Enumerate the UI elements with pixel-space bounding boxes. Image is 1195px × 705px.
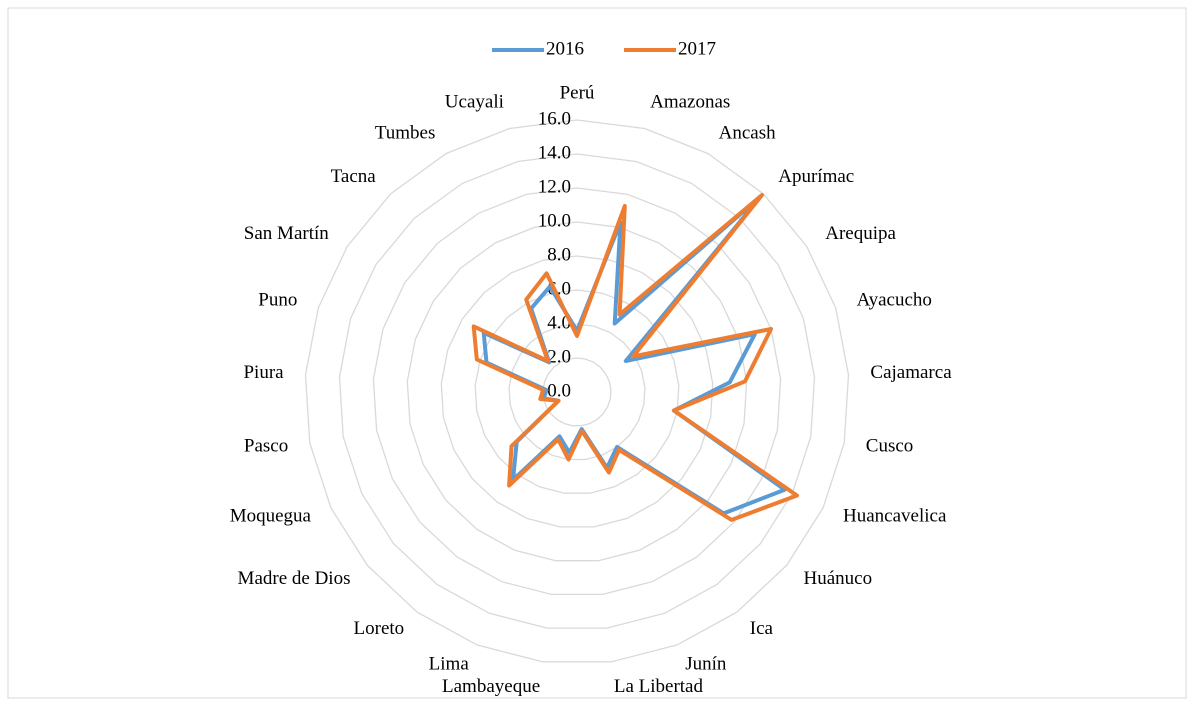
series-line (471, 193, 799, 522)
y-tick-label: 10.0 (538, 210, 571, 231)
category-label: Ucayali (445, 92, 504, 113)
grid-ring (338, 153, 816, 629)
category-label: Loreto (354, 618, 405, 639)
legend-label: 2017 (678, 38, 716, 59)
category-label: Pasco (244, 435, 288, 456)
y-tick-label: 2.0 (547, 346, 571, 367)
category-label: Puno (258, 290, 297, 311)
grid-ring (372, 187, 782, 596)
category-label: San Martín (244, 223, 329, 244)
category-label: Junín (685, 654, 727, 675)
grid-ring (304, 119, 850, 663)
y-tick-label: 16.0 (538, 108, 571, 129)
category-label: Huánuco (804, 568, 873, 589)
category-label: Moquegua (230, 506, 312, 527)
grid-ring (542, 357, 612, 427)
category-label: Tacna (331, 166, 377, 187)
category-label: Lambayeque (442, 676, 540, 697)
legend-label: 2016 (546, 38, 584, 59)
category-label: Madre de Dios (238, 568, 351, 589)
category-label: Lima (429, 654, 470, 675)
category-label: Cajamarca (870, 362, 952, 383)
y-tick-label: 8.0 (547, 244, 571, 265)
category-label: Piura (243, 362, 284, 383)
y-tick-label: 14.0 (538, 142, 571, 163)
category-label: La Libertad (614, 676, 704, 697)
y-tick-label: 12.0 (538, 176, 571, 197)
category-label: Arequipa (825, 223, 896, 244)
category-label: Perú (560, 82, 595, 103)
category-label: Ayacucho (857, 290, 932, 311)
category-label: Tumbes (375, 123, 436, 144)
category-label: Apurímac (778, 166, 854, 187)
category-label: Amazonas (650, 92, 730, 113)
category-label: Cusco (866, 435, 914, 456)
y-tick-label: 0.0 (547, 380, 571, 401)
category-label: Ica (750, 618, 774, 639)
grid-ring (474, 289, 680, 494)
category-label: Ancash (719, 123, 776, 144)
y-tick-label: 4.0 (547, 312, 571, 333)
category-label: Huancavelica (843, 506, 947, 527)
grid-ring (406, 221, 748, 562)
grid-ring (440, 255, 714, 528)
